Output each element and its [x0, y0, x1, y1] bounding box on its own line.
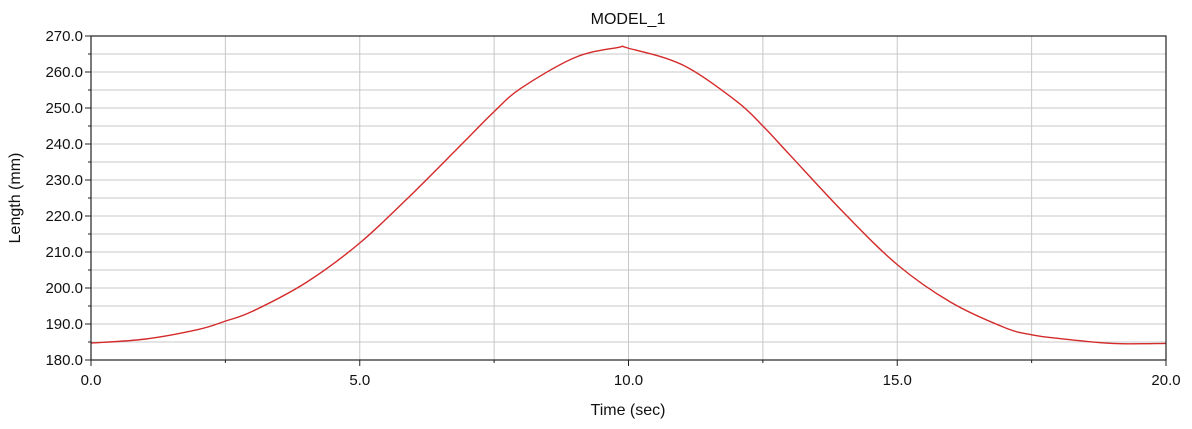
- y-tick-label: 270.0: [45, 28, 83, 45]
- y-tick-label: 190.0: [45, 316, 83, 333]
- y-axis-title: Length (mm): [7, 153, 24, 244]
- y-tick-label: 200.0: [45, 280, 83, 297]
- x-tick-label: 0.0: [81, 372, 102, 389]
- y-tick-label: 210.0: [45, 244, 83, 261]
- y-tick-label: 220.0: [45, 208, 83, 225]
- y-tick-label: 240.0: [45, 136, 83, 153]
- x-axis-title: Time (sec): [591, 402, 666, 419]
- x-tick-label: 20.0: [1151, 372, 1180, 389]
- series-line: [90, 45, 1167, 345]
- grid-lines: [91, 36, 1166, 360]
- y-tick-label: 260.0: [45, 64, 83, 81]
- y-tick-label: 180.0: [45, 352, 83, 369]
- x-tick-label: 10.0: [614, 372, 643, 389]
- x-tick-label: 5.0: [349, 372, 370, 389]
- series-layer: [90, 45, 1167, 345]
- y-tick-label: 250.0: [45, 100, 83, 117]
- chart-title: MODEL_1: [591, 11, 666, 28]
- y-tick-label: 230.0: [45, 172, 83, 189]
- axis-ticks: 180.0 190.0 200.0 210.0 220.0 230.0 240.0 250.0…: [45, 28, 1180, 389]
- x-tick-label: 15.0: [883, 372, 912, 389]
